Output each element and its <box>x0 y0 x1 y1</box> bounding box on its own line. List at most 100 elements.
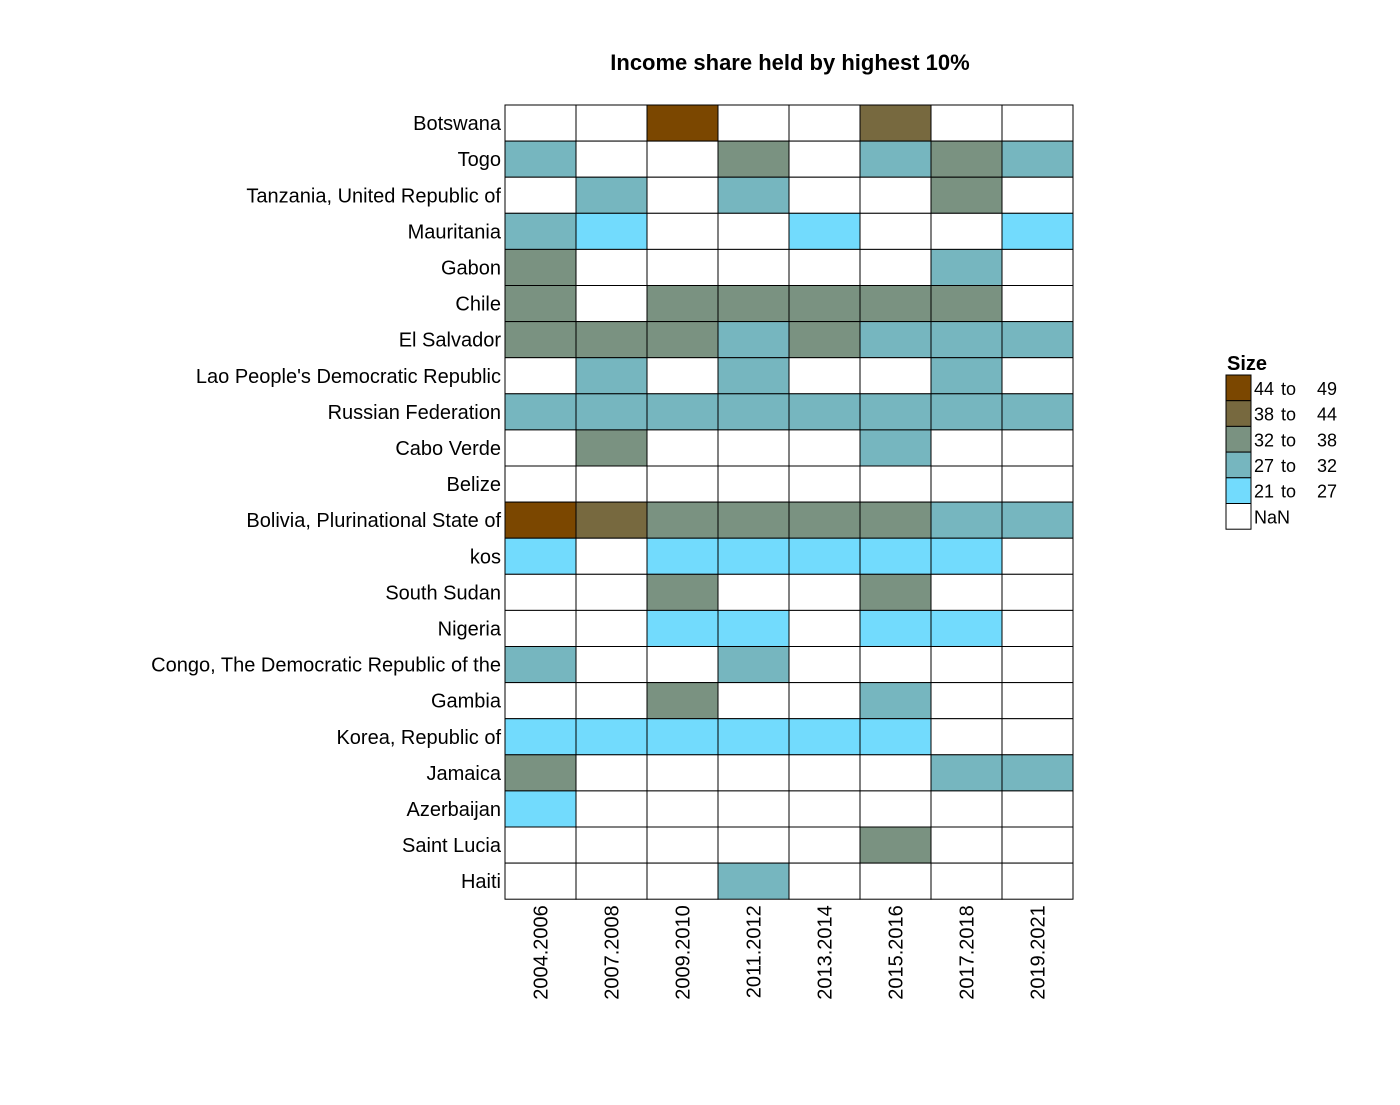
chart-title: Income share held by highest 10% <box>610 50 969 75</box>
heatmap-cell <box>717 862 790 900</box>
heatmap-cell <box>575 862 648 900</box>
heatmap-cell <box>575 537 648 575</box>
legend-label-to-word: to <box>1281 379 1296 399</box>
heatmap-cell <box>646 176 719 214</box>
heatmap-cell <box>575 682 648 720</box>
heatmap-cell <box>930 718 1003 756</box>
heatmap-cell <box>788 285 861 323</box>
heatmap-cell <box>504 429 577 467</box>
column-label: 2017.2018 <box>957 905 979 1000</box>
heatmap-cell <box>930 140 1003 178</box>
heatmap-cell <box>788 754 861 792</box>
heatmap-cell <box>717 285 790 323</box>
heatmap-cell <box>717 682 790 720</box>
heatmap-cell <box>788 537 861 575</box>
heatmap-cell <box>930 465 1003 503</box>
heatmap-cell <box>1001 176 1074 214</box>
heatmap-cell <box>504 609 577 648</box>
heatmap-cell <box>1001 501 1074 539</box>
heatmap-cell <box>930 321 1003 359</box>
heatmap-cell <box>859 393 932 431</box>
heatmap-cell <box>504 285 577 323</box>
heatmap-cell <box>504 790 577 828</box>
heatmap-cell <box>646 537 719 575</box>
heatmap-cell <box>1001 537 1074 575</box>
heatmap-cell <box>1001 790 1074 828</box>
legend-label-from: 44 <box>1254 379 1274 399</box>
heatmap-cell <box>1001 573 1074 611</box>
heatmap-cell <box>1001 140 1074 178</box>
heatmap-cell <box>788 465 861 503</box>
row-label: Lao People's Democratic Republic <box>196 366 501 388</box>
legend-label-to: 44 <box>1317 405 1337 425</box>
heatmap-cell <box>859 465 932 503</box>
heatmap-cell <box>930 176 1003 214</box>
heatmap-cell <box>504 357 577 395</box>
heatmap-cell <box>717 790 790 828</box>
legend-title: Size <box>1227 353 1267 375</box>
heatmap-cell <box>646 393 719 431</box>
heatmap-cell <box>717 429 790 467</box>
heatmap-cell <box>930 682 1003 720</box>
heatmap-cell <box>717 212 790 250</box>
heatmap-cell <box>930 393 1003 431</box>
heatmap-cell <box>859 682 932 720</box>
heatmap-cell <box>859 140 932 178</box>
heatmap-cell <box>504 321 577 359</box>
heatmap-cell <box>1001 465 1074 503</box>
heatmap-cell <box>859 104 932 142</box>
heatmap-cell <box>717 104 790 142</box>
heatmap-cell <box>717 321 790 359</box>
heatmap-cell <box>788 248 861 286</box>
row-label: Congo, The Democratic Republic of the <box>151 655 501 677</box>
row-label: Togo <box>458 149 501 171</box>
heatmap-cell <box>504 501 577 539</box>
heatmap-cell <box>1001 285 1074 323</box>
heatmap-cell <box>646 465 719 503</box>
heatmap-cell <box>646 212 719 250</box>
heatmap-cell <box>930 248 1003 286</box>
heatmap-cell <box>717 248 790 286</box>
heatmap-cell <box>859 609 932 648</box>
row-label: kos <box>470 546 501 568</box>
heatmap-cell <box>788 321 861 359</box>
heatmap-cell <box>646 682 719 720</box>
heatmap-cells <box>504 104 1074 900</box>
heatmap-cell <box>504 393 577 431</box>
heatmap-cell <box>575 646 648 684</box>
heatmap-cell <box>788 393 861 431</box>
column-label: 2007.2008 <box>602 905 624 1000</box>
heatmap-cell <box>575 429 648 467</box>
row-label: Mauritania <box>408 221 502 243</box>
heatmap-cell <box>930 537 1003 575</box>
row-label: Haiti <box>461 871 501 893</box>
legend-label-to-word: to <box>1281 430 1296 450</box>
heatmap-cell <box>504 682 577 720</box>
heatmap-cell <box>788 212 861 250</box>
heatmap-cell <box>859 248 932 286</box>
row-label: Azerbaijan <box>406 799 501 821</box>
row-label: South Sudan <box>385 582 501 604</box>
heatmap-cell <box>788 609 861 648</box>
heatmap-cell <box>646 140 719 178</box>
row-label: Botswana <box>413 113 502 135</box>
heatmap-cell <box>504 537 577 575</box>
heatmap-cell <box>859 537 932 575</box>
legend-label-from: 21 <box>1254 482 1274 502</box>
heatmap-cell <box>1001 682 1074 720</box>
row-label: Bolivia, Plurinational State of <box>246 510 501 532</box>
heatmap-cell <box>575 357 648 395</box>
heatmap-cell <box>717 140 790 178</box>
heatmap-cell <box>504 140 577 178</box>
heatmap-cell <box>575 573 648 611</box>
heatmap-cell <box>575 393 648 431</box>
heatmap-cell <box>504 718 577 756</box>
heatmap-cell <box>859 826 932 864</box>
heatmap-cell <box>504 754 577 792</box>
legend-swatch <box>1225 374 1252 402</box>
heatmap-cell <box>930 609 1003 648</box>
heatmap-cell <box>504 862 577 900</box>
heatmap-cell <box>859 321 932 359</box>
heatmap-cell <box>930 862 1003 900</box>
